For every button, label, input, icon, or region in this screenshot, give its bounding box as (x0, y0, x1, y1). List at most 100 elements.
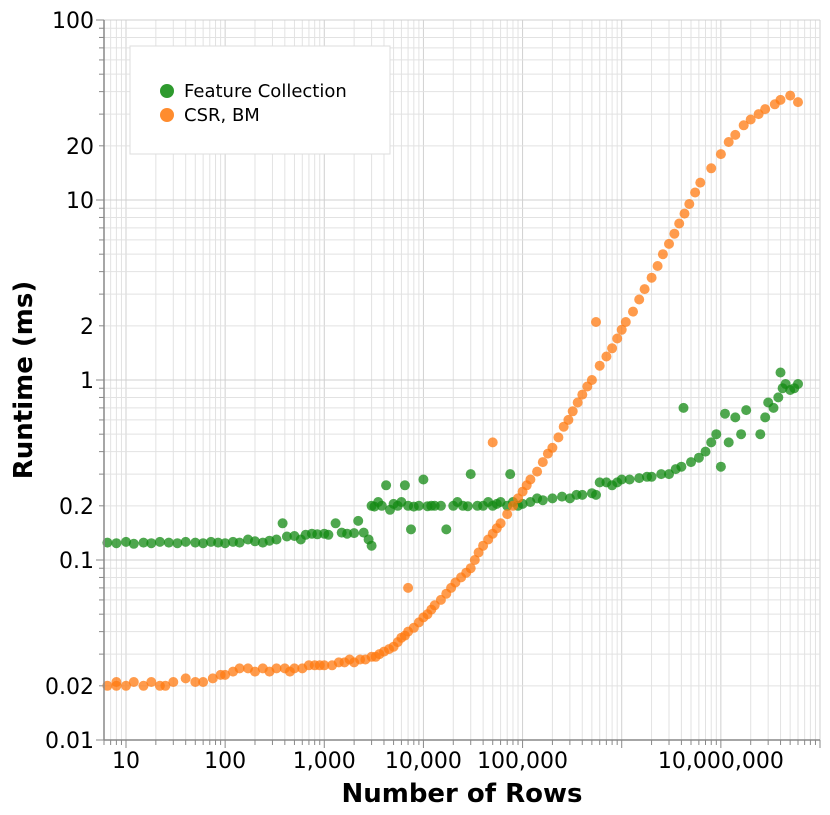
data-point (180, 536, 191, 547)
data-point (693, 452, 704, 463)
data-point (706, 163, 717, 174)
data-point (591, 489, 601, 500)
x-tick-label: 100,000 (477, 749, 568, 774)
data-point (441, 524, 452, 535)
data-point (730, 412, 741, 423)
data-point (323, 529, 334, 540)
y-tick-label: 0.2 (59, 495, 94, 520)
data-point (234, 663, 245, 674)
data-point (657, 249, 668, 260)
data-point (250, 536, 260, 547)
data-point (163, 537, 174, 548)
data-point (700, 446, 711, 457)
data-point (679, 208, 690, 219)
data-point (505, 469, 516, 480)
x-tick-label: 10 (112, 749, 140, 774)
data-point (676, 461, 687, 472)
data-point (624, 474, 635, 485)
data-point (111, 677, 122, 687)
x-axis-title: Number of Rows (341, 779, 582, 809)
data-point (281, 531, 292, 542)
y-tick-label: 0.02 (45, 675, 94, 700)
data-point (121, 536, 131, 547)
data-point (678, 402, 689, 413)
data-point (674, 218, 685, 229)
data-point (586, 375, 597, 385)
data-point (138, 680, 149, 691)
data-point (695, 177, 706, 188)
data-point (234, 537, 245, 548)
data-point (111, 538, 122, 549)
data-point (646, 471, 657, 482)
data-point (465, 469, 476, 480)
data-point (220, 538, 231, 549)
x-tick-label: 1,000 (293, 749, 356, 774)
series-0 (102, 367, 803, 551)
data-point (495, 518, 506, 529)
data-point (775, 94, 786, 105)
data-point (793, 97, 803, 108)
x-tick-label: 10,000 (385, 749, 462, 774)
data-point (146, 538, 157, 549)
data-points (102, 90, 803, 691)
data-point (168, 677, 179, 687)
data-point (723, 137, 734, 147)
data-point (469, 555, 480, 565)
data-point (684, 199, 695, 209)
y-tick-label: 1 (80, 369, 94, 394)
data-point (557, 491, 567, 502)
legend-marker-feature-collection (160, 84, 174, 98)
data-point (128, 677, 139, 687)
data-point (435, 500, 446, 511)
data-point (319, 660, 330, 671)
y-axis-title: Runtime (ms) (9, 281, 39, 480)
data-point (738, 120, 749, 131)
y-tick-label: 0.01 (45, 729, 94, 754)
data-point (793, 379, 803, 389)
data-point (180, 673, 191, 684)
data-point (594, 360, 605, 371)
data-point (403, 582, 414, 593)
legend-label-csr-bm: CSR, BM (184, 105, 260, 126)
data-point (785, 90, 796, 101)
data-point (207, 673, 218, 684)
data-point (525, 474, 536, 485)
data-point (634, 294, 645, 305)
data-point (508, 500, 518, 511)
data-point (773, 392, 784, 403)
data-point (190, 677, 201, 687)
data-point (146, 677, 157, 687)
data-point (563, 414, 574, 425)
y-tick-label: 0.1 (59, 549, 94, 574)
legend-label-feature-collection: Feature Collection (184, 81, 347, 102)
x-tick-label: 100 (204, 749, 246, 774)
data-point (102, 680, 113, 691)
data-point (102, 537, 113, 548)
data-point (502, 509, 513, 520)
data-point (366, 540, 377, 551)
data-point (775, 367, 786, 378)
data-point (723, 437, 734, 448)
data-point (406, 524, 416, 535)
data-point (639, 284, 650, 295)
data-point (720, 408, 730, 419)
data-point (537, 457, 548, 468)
data-point (715, 149, 726, 160)
data-point (353, 515, 364, 526)
data-point (418, 474, 429, 485)
legend-box (129, 45, 391, 155)
data-point (289, 663, 300, 674)
data-point (760, 412, 771, 423)
y-tick-label: 100 (52, 9, 94, 34)
data-point (399, 480, 410, 491)
data-point (366, 500, 377, 511)
data-point (376, 500, 387, 511)
data-point (271, 663, 282, 674)
data-point (736, 429, 747, 440)
data-point (198, 538, 209, 549)
data-point (577, 489, 588, 500)
data-point (190, 537, 201, 548)
data-point (656, 469, 667, 480)
data-point (553, 432, 564, 443)
data-point (198, 677, 209, 687)
